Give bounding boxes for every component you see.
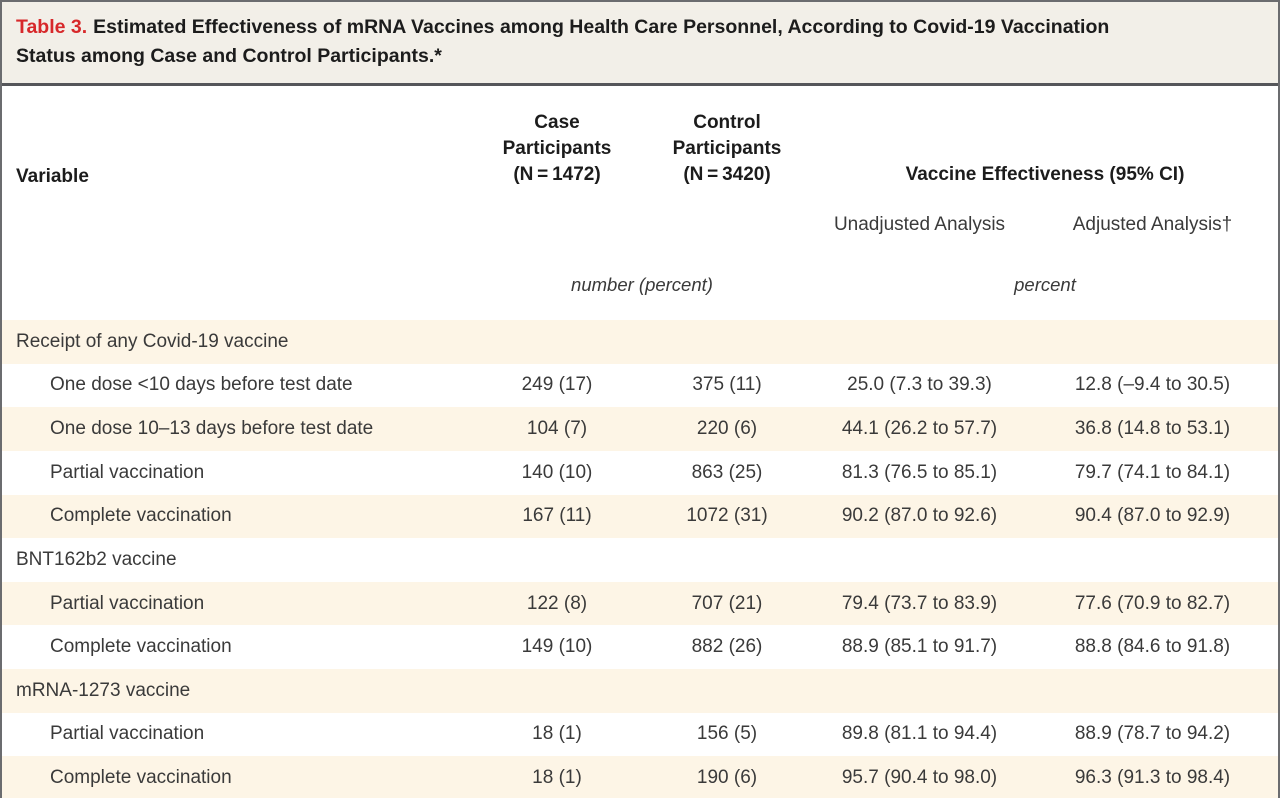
- variable-cell: Complete vaccination: [50, 636, 232, 658]
- case-cell: 104 (7): [526, 418, 588, 440]
- variable-cell: One dose 10–13 days before test date: [50, 418, 374, 440]
- header-vaccine-effectiveness: Vaccine Effectiveness (95% CI): [905, 164, 1185, 185]
- table-row: Partial vaccination 140 (10) 863 (25) 81.3 …: [2, 451, 1278, 495]
- control-cell: 707 (21): [691, 592, 763, 614]
- variable-cell: mRNA-1273 vaccine: [16, 679, 191, 701]
- control-cell: 1072 (31): [686, 505, 768, 527]
- section-row: BNT162b2 vaccine: [2, 538, 1278, 582]
- unadjusted-cell: 44.1 (26.2 to 57.7): [841, 418, 998, 440]
- unadjusted-cell: 88.9 (85.1 to 91.7): [841, 636, 998, 658]
- control-cell: 375 (11): [692, 374, 762, 396]
- table-title-bar: Table 3. Estimated Effectiveness of mRNA …: [2, 2, 1278, 86]
- table-row: Complete vaccination 149 (10) 882 (26) 88.9…: [2, 625, 1278, 669]
- section-row: mRNA-1273 vaccine: [2, 669, 1278, 713]
- control-cell: 156 (5): [696, 723, 758, 745]
- variable-cell: Partial vaccination: [50, 592, 205, 614]
- header-case-participants: Case Participants (N = 1472): [502, 112, 612, 185]
- case-cell: 18 (1): [532, 767, 582, 789]
- adjusted-cell: 77.6 (70.9 to 82.7): [1074, 592, 1231, 614]
- table-row: One dose <10 days before test date 249 (1…: [2, 364, 1278, 408]
- unadjusted-cell: 25.0 (7.3 to 39.3): [847, 374, 992, 396]
- table-row: Complete vaccination 18 (1) 190 (6) 95.7 (9…: [2, 756, 1278, 798]
- control-cell: 882 (26): [691, 636, 763, 658]
- variable-cell: BNT162b2 vaccine: [16, 548, 177, 570]
- adjusted-cell: 36.8 (14.8 to 53.1): [1074, 418, 1231, 440]
- table-row: Complete vaccination 167 (11) 1072 (31) 90.…: [2, 494, 1278, 539]
- unadjusted-cell: 89.8 (81.1 to 94.4): [841, 723, 998, 745]
- header-unadjusted-analysis: Unadjusted Analysis: [833, 214, 1006, 235]
- table-number-label: Table 3.: [16, 16, 88, 38]
- adjusted-cell: 90.4 (87.0 to 92.9): [1074, 505, 1231, 527]
- unadjusted-cell: 81.3 (76.5 to 85.1): [841, 461, 998, 483]
- header-variable: Variable: [16, 166, 89, 187]
- table-row: One dose 10–13 days before test date 104 …: [2, 407, 1278, 451]
- adjusted-cell: 88.9 (78.7 to 94.2): [1074, 723, 1231, 745]
- variable-cell: Partial vaccination: [50, 461, 205, 483]
- adjusted-cell: 79.7 (74.1 to 84.1): [1074, 461, 1231, 483]
- unadjusted-cell: 90.2 (87.0 to 92.6): [841, 505, 998, 527]
- table-body: Receipt of any Covid-19 vaccine One dose …: [2, 320, 1278, 798]
- table-row: Partial vaccination 18 (1) 156 (5) 89.8 (81…: [2, 713, 1278, 757]
- column-header-row: Variable Case Participants (N = 1472) Co…: [2, 86, 1278, 200]
- case-cell: 18 (1): [532, 723, 582, 745]
- section-row: Receipt of any Covid-19 vaccine: [2, 320, 1278, 364]
- variable-cell: Complete vaccination: [50, 505, 232, 527]
- control-cell: 863 (25): [691, 461, 763, 483]
- header-control-participants: Control Participants (N = 3420): [672, 112, 782, 185]
- adjusted-cell: 88.8 (84.6 to 91.8): [1074, 636, 1231, 658]
- control-cell: 190 (6): [696, 767, 758, 789]
- table-title-text: Estimated Effectiveness of mRNA Vaccines…: [16, 16, 1110, 67]
- variable-cell: One dose <10 days before test date: [50, 374, 353, 396]
- case-cell: 149 (10): [521, 636, 593, 658]
- header-adjusted-analysis: Adjusted Analysis†: [1072, 214, 1233, 235]
- analysis-subheader-row: Unadjusted Analysis Adjusted Analysis†: [2, 200, 1278, 250]
- case-cell: 140 (10): [521, 461, 593, 483]
- adjusted-cell: 12.8 (–9.4 to 30.5): [1074, 374, 1231, 396]
- unadjusted-cell: 95.7 (90.4 to 98.0): [841, 767, 998, 789]
- table-title: Table 3. Estimated Effectiveness of mRNA …: [16, 13, 1126, 71]
- adjusted-cell: 96.3 (91.3 to 98.4): [1074, 767, 1231, 789]
- variable-cell: Partial vaccination: [50, 723, 205, 745]
- case-cell: 122 (8): [526, 592, 588, 614]
- variable-cell: Receipt of any Covid-19 vaccine: [16, 330, 289, 352]
- units-row: number (percent) percent: [2, 250, 1278, 320]
- units-number-percent: number (percent): [571, 274, 713, 295]
- table-row: Partial vaccination 122 (8) 707 (21) 79.4 (…: [2, 581, 1278, 626]
- variable-cell: Complete vaccination: [50, 767, 232, 789]
- case-cell: 167 (11): [522, 505, 592, 527]
- control-cell: 220 (6): [696, 418, 758, 440]
- unadjusted-cell: 79.4 (73.7 to 83.9): [841, 592, 998, 614]
- case-cell: 249 (17): [521, 374, 593, 396]
- units-percent: percent: [1014, 274, 1076, 295]
